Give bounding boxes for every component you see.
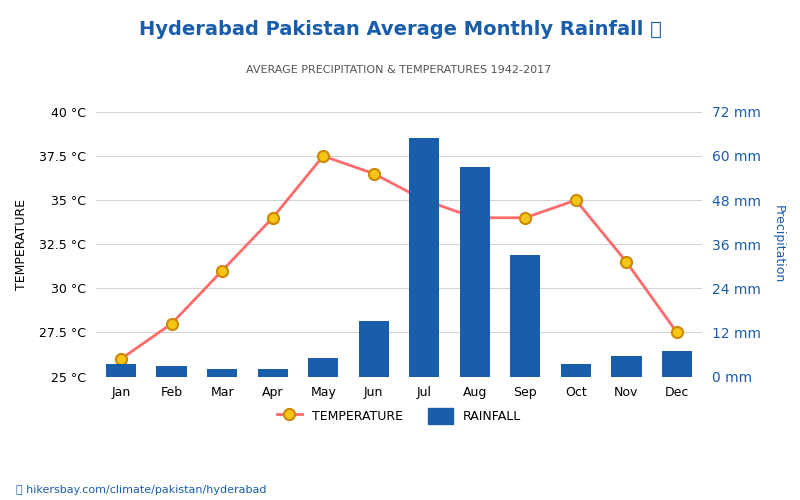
- Bar: [510, 255, 541, 376]
- TEMPERATURE: [521, 215, 530, 221]
- TEMPERATURE: [419, 197, 429, 203]
- TEMPERATURE: [268, 215, 278, 221]
- Line: TEMPERATURE: TEMPERATURE: [115, 150, 682, 364]
- Y-axis label: Precipitation: Precipitation: [772, 205, 785, 284]
- TEMPERATURE: [622, 259, 631, 265]
- Bar: [358, 322, 389, 376]
- Bar: [409, 138, 439, 376]
- Legend: TEMPERATURE, RAINFALL: TEMPERATURE, RAINFALL: [272, 404, 526, 428]
- Text: ⌖ hikersbay.com/climate/pakistan/hyderabad: ⌖ hikersbay.com/climate/pakistan/hyderab…: [16, 485, 266, 495]
- Bar: [561, 364, 591, 376]
- TEMPERATURE: [218, 268, 227, 274]
- Y-axis label: TEMPERATURE: TEMPERATURE: [15, 198, 28, 290]
- Bar: [662, 351, 692, 376]
- TEMPERATURE: [116, 356, 126, 362]
- Bar: [611, 356, 642, 376]
- Text: Hyderabad Pakistan Average Monthly Rainfall 🌧: Hyderabad Pakistan Average Monthly Rainf…: [138, 20, 662, 39]
- Title: AVERAGE PRECIPITATION & TEMPERATURES 1942-2017: AVERAGE PRECIPITATION & TEMPERATURES 194…: [246, 65, 552, 75]
- Bar: [106, 364, 136, 376]
- Bar: [207, 369, 238, 376]
- TEMPERATURE: [369, 170, 378, 176]
- TEMPERATURE: [167, 320, 177, 326]
- Bar: [308, 358, 338, 376]
- TEMPERATURE: [318, 153, 328, 159]
- Bar: [460, 167, 490, 376]
- Bar: [258, 369, 288, 376]
- TEMPERATURE: [672, 330, 682, 336]
- TEMPERATURE: [470, 215, 479, 221]
- TEMPERATURE: [571, 197, 581, 203]
- Bar: [157, 366, 186, 376]
